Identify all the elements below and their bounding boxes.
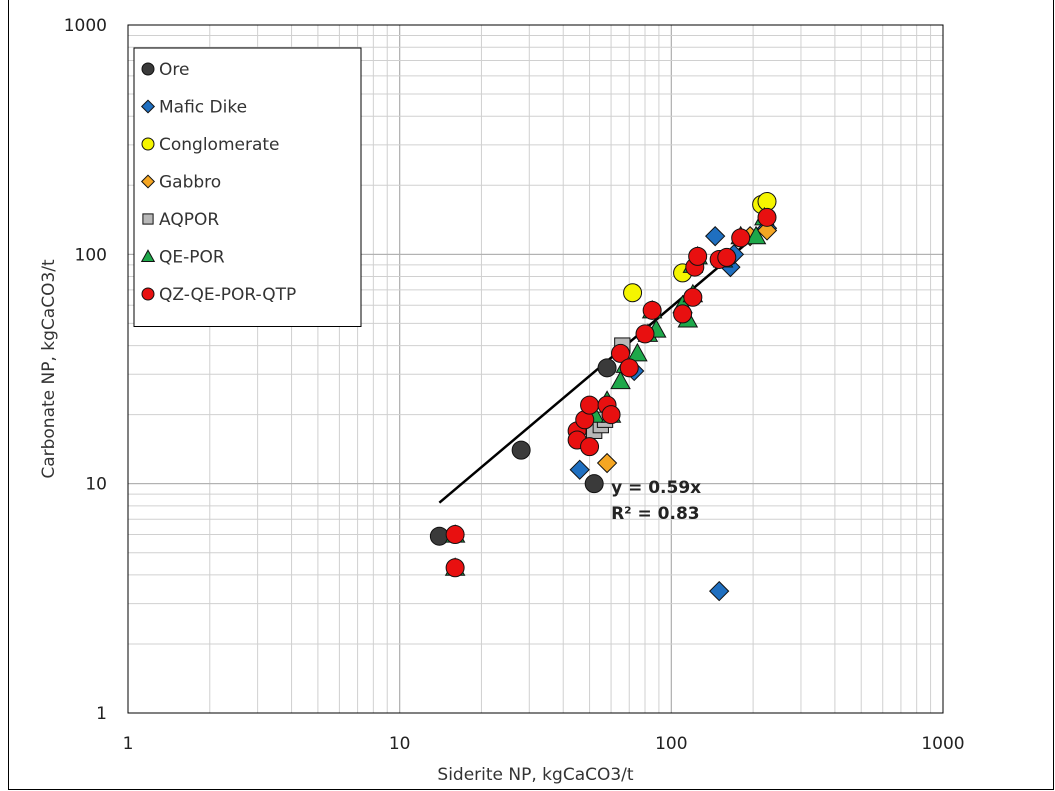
data-point [642,300,662,320]
legend-entry: QZ-QE-POR-QTP [141,285,296,305]
data-point [623,283,643,303]
chart-frame [8,0,1054,790]
data-point [610,370,631,390]
y-tick-label: 10 [85,475,107,495]
legend-label: Ore [159,60,189,80]
trendline-equation: y = 0.59x [611,478,701,498]
y-tick-label: 1000 [64,16,107,36]
data-point [619,358,639,378]
legend-marker [140,99,156,114]
data-point [601,405,621,425]
data-point [756,220,778,241]
data-point [580,395,600,415]
legend-box [133,47,362,327]
legend-marker [142,213,154,225]
data-point [569,459,590,480]
legend-label: AQPOR [159,210,219,230]
data-point [627,342,648,362]
x-tick-label: 1000 [921,734,964,754]
legend-label: QZ-QE-POR-QTP [159,285,296,305]
x-tick-label: 10 [389,734,411,754]
y-axis-title: Carbonate NP, kgCaCO3/t [39,259,59,479]
x-tick-label: 100 [655,734,687,754]
legend-label: QE-POR [159,248,225,268]
data-point [596,452,618,474]
data-point [745,225,767,245]
data-point [445,558,465,578]
legend-marker [141,137,155,151]
x-axis-title: Siderite NP, kgCaCO3/t [437,765,633,785]
data-point [597,358,617,378]
y-tick-label: 1 [96,704,107,724]
x-tick-label: 1 [123,734,134,754]
data-point [757,191,777,211]
data-point [683,287,703,307]
data-point [635,324,655,344]
legend-entry: QE-POR [140,248,225,268]
data-point [673,304,693,324]
legend-label: Gabbro [159,173,221,193]
legend-entry: Mafic Dike [140,98,247,118]
plot-area [127,24,944,714]
data-point [580,437,600,457]
y-tick-label: 100 [75,245,107,265]
data-point [611,343,631,363]
legend-entry: Gabbro [140,173,221,193]
series-ore [429,358,617,546]
data-points [429,191,778,602]
legend-marker [141,287,155,301]
trendline-r-squared: R² = 0.83 [611,504,700,524]
data-point [705,226,726,247]
legend-label: Mafic Dike [159,98,247,118]
legend: Ore Mafic Dike Conglomerate Gabbro AQPOR QE-P… [133,47,362,327]
legend-marker [140,249,156,263]
data-point [709,580,730,602]
data-point [445,525,465,545]
legend-marker [141,62,155,76]
data-point [717,247,737,267]
series-qz-qe-por-qtp [445,207,777,578]
legend-marker [140,174,156,189]
legend-entry: Ore [141,60,189,80]
data-point [584,474,604,494]
legend-entry: Conglomerate [141,135,280,155]
data-point [731,228,751,248]
data-point [757,207,777,227]
tick-labels: 1 10 100 1000 1 10 100 1000 [64,16,965,754]
legend-label: Conglomerate [159,135,280,155]
legend-entry: AQPOR [142,210,219,230]
data-point [511,440,531,460]
data-point [688,246,708,266]
